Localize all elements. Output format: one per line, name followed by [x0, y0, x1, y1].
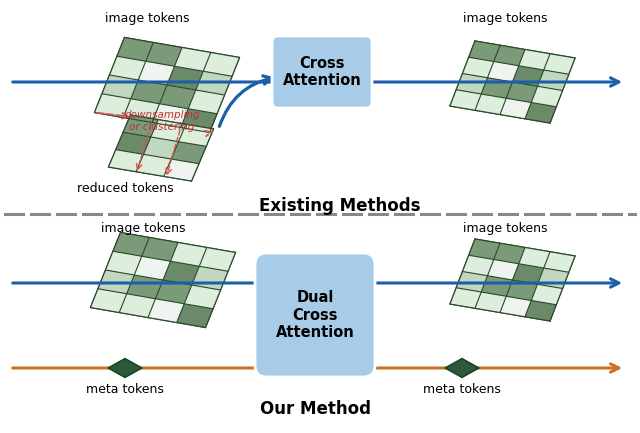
Polygon shape: [493, 243, 525, 264]
Polygon shape: [184, 285, 221, 309]
Polygon shape: [450, 90, 481, 110]
Polygon shape: [506, 280, 538, 301]
Text: Existing Methods: Existing Methods: [259, 197, 420, 215]
Polygon shape: [163, 261, 199, 285]
Polygon shape: [170, 242, 207, 266]
Polygon shape: [136, 154, 171, 176]
Polygon shape: [468, 41, 500, 61]
Text: reduced tokens: reduced tokens: [77, 182, 173, 195]
Polygon shape: [109, 56, 146, 80]
Polygon shape: [151, 120, 186, 142]
Polygon shape: [146, 42, 182, 66]
Polygon shape: [134, 256, 170, 280]
Text: Our Method: Our Method: [259, 400, 371, 418]
Polygon shape: [500, 296, 531, 317]
Polygon shape: [445, 359, 479, 378]
Polygon shape: [513, 66, 544, 86]
Polygon shape: [131, 80, 167, 104]
Polygon shape: [108, 359, 142, 378]
Polygon shape: [102, 75, 138, 99]
Polygon shape: [450, 239, 575, 321]
Polygon shape: [90, 289, 127, 313]
Polygon shape: [148, 299, 184, 323]
Polygon shape: [506, 82, 538, 103]
Polygon shape: [531, 284, 563, 305]
Polygon shape: [95, 38, 239, 132]
Text: meta tokens: meta tokens: [86, 383, 164, 396]
Polygon shape: [109, 150, 143, 171]
Polygon shape: [456, 74, 488, 94]
Polygon shape: [179, 124, 214, 146]
Polygon shape: [519, 49, 550, 70]
Polygon shape: [123, 115, 158, 137]
Polygon shape: [127, 275, 163, 299]
Polygon shape: [488, 61, 519, 82]
Polygon shape: [468, 239, 500, 259]
Polygon shape: [450, 288, 481, 308]
Polygon shape: [141, 237, 178, 261]
Polygon shape: [456, 271, 488, 292]
Polygon shape: [188, 90, 225, 114]
Polygon shape: [180, 109, 217, 132]
Polygon shape: [156, 280, 192, 304]
Text: image tokens: image tokens: [100, 222, 185, 235]
Polygon shape: [488, 259, 519, 280]
Polygon shape: [90, 233, 236, 327]
Polygon shape: [481, 276, 513, 296]
Polygon shape: [152, 104, 188, 127]
Polygon shape: [475, 94, 506, 114]
Polygon shape: [531, 86, 563, 107]
Polygon shape: [116, 132, 151, 154]
Polygon shape: [192, 266, 228, 290]
Polygon shape: [544, 252, 575, 272]
Polygon shape: [475, 292, 506, 313]
Polygon shape: [117, 38, 153, 61]
Polygon shape: [109, 115, 214, 181]
Polygon shape: [525, 301, 556, 321]
Text: image tokens: image tokens: [463, 222, 547, 235]
Polygon shape: [95, 94, 131, 117]
Polygon shape: [463, 255, 493, 276]
Polygon shape: [500, 98, 531, 119]
Polygon shape: [124, 99, 159, 123]
Polygon shape: [538, 268, 569, 288]
FancyBboxPatch shape: [255, 253, 375, 377]
Polygon shape: [538, 70, 569, 90]
Text: Dual
Cross
Attention: Dual Cross Attention: [276, 290, 355, 340]
Polygon shape: [513, 264, 544, 284]
Polygon shape: [98, 270, 134, 294]
Polygon shape: [463, 57, 493, 78]
Polygon shape: [525, 103, 556, 123]
Polygon shape: [106, 251, 141, 275]
Polygon shape: [159, 85, 196, 109]
Text: meta tokens: meta tokens: [423, 383, 501, 396]
Text: Cross
Attention: Cross Attention: [283, 56, 362, 88]
Polygon shape: [171, 142, 206, 164]
FancyBboxPatch shape: [272, 36, 372, 108]
Text: downsampling
or clustering: downsampling or clustering: [124, 110, 200, 132]
Polygon shape: [204, 52, 239, 76]
Polygon shape: [138, 61, 175, 85]
Polygon shape: [167, 66, 204, 90]
Polygon shape: [493, 45, 525, 66]
Polygon shape: [519, 248, 550, 268]
Text: image tokens: image tokens: [105, 12, 189, 25]
Polygon shape: [164, 159, 199, 181]
Text: image tokens: image tokens: [463, 12, 547, 25]
Polygon shape: [119, 294, 156, 317]
Polygon shape: [177, 304, 213, 327]
Polygon shape: [481, 78, 513, 98]
Polygon shape: [199, 248, 236, 271]
Polygon shape: [113, 233, 149, 256]
Polygon shape: [544, 54, 575, 74]
Polygon shape: [450, 41, 575, 123]
Polygon shape: [175, 48, 211, 71]
Polygon shape: [143, 137, 179, 159]
Polygon shape: [196, 71, 232, 95]
